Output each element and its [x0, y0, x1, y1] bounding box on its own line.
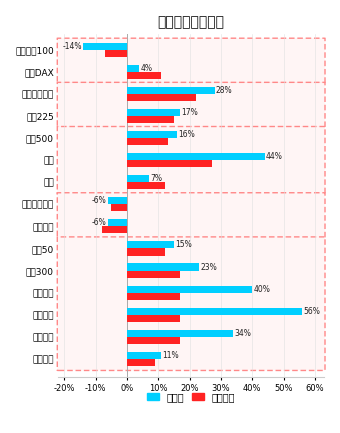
- Bar: [127, 330, 234, 337]
- Bar: [111, 204, 127, 211]
- Text: 7%: 7%: [150, 174, 162, 183]
- Bar: [127, 160, 211, 167]
- Text: -6%: -6%: [92, 196, 107, 205]
- Bar: [127, 116, 174, 123]
- Bar: [127, 249, 165, 255]
- Text: -14%: -14%: [62, 42, 82, 51]
- Bar: [127, 65, 139, 72]
- Bar: [127, 87, 215, 94]
- Text: 4%: 4%: [141, 64, 153, 73]
- Text: 56%: 56%: [304, 307, 321, 316]
- Bar: [127, 352, 162, 359]
- Bar: [127, 293, 180, 300]
- Text: -6%: -6%: [92, 218, 107, 227]
- FancyBboxPatch shape: [57, 38, 325, 84]
- Bar: [127, 182, 165, 189]
- Text: 40%: 40%: [254, 284, 270, 294]
- Text: 44%: 44%: [266, 152, 283, 161]
- Bar: [127, 308, 303, 315]
- Bar: [127, 131, 177, 138]
- Text: 34%: 34%: [235, 329, 252, 338]
- Bar: [127, 271, 180, 278]
- Text: 23%: 23%: [200, 262, 217, 271]
- Bar: [83, 43, 127, 50]
- Bar: [127, 286, 252, 293]
- Text: 28%: 28%: [216, 86, 233, 95]
- Bar: [105, 50, 127, 57]
- Bar: [127, 94, 196, 101]
- Bar: [108, 220, 127, 226]
- Bar: [127, 264, 199, 271]
- Bar: [127, 72, 162, 79]
- Bar: [127, 315, 180, 322]
- Text: 11%: 11%: [163, 351, 179, 360]
- Bar: [127, 138, 168, 145]
- Text: 15%: 15%: [175, 240, 192, 249]
- FancyBboxPatch shape: [57, 237, 325, 371]
- Bar: [127, 109, 180, 116]
- Text: 16%: 16%: [178, 130, 195, 139]
- Bar: [127, 242, 174, 249]
- Bar: [127, 175, 149, 182]
- Title: 全球主要市场表现: 全球主要市场表现: [158, 15, 225, 29]
- Bar: [127, 359, 155, 366]
- Bar: [108, 197, 127, 204]
- FancyBboxPatch shape: [57, 82, 325, 128]
- Bar: [102, 226, 127, 233]
- FancyBboxPatch shape: [57, 126, 325, 194]
- Bar: [127, 153, 265, 160]
- FancyBboxPatch shape: [57, 193, 325, 238]
- Text: 17%: 17%: [182, 108, 198, 117]
- Legend: 年涨跌, 半年涨跌: 年涨跌, 半年涨跌: [143, 388, 239, 406]
- Bar: [127, 337, 180, 344]
